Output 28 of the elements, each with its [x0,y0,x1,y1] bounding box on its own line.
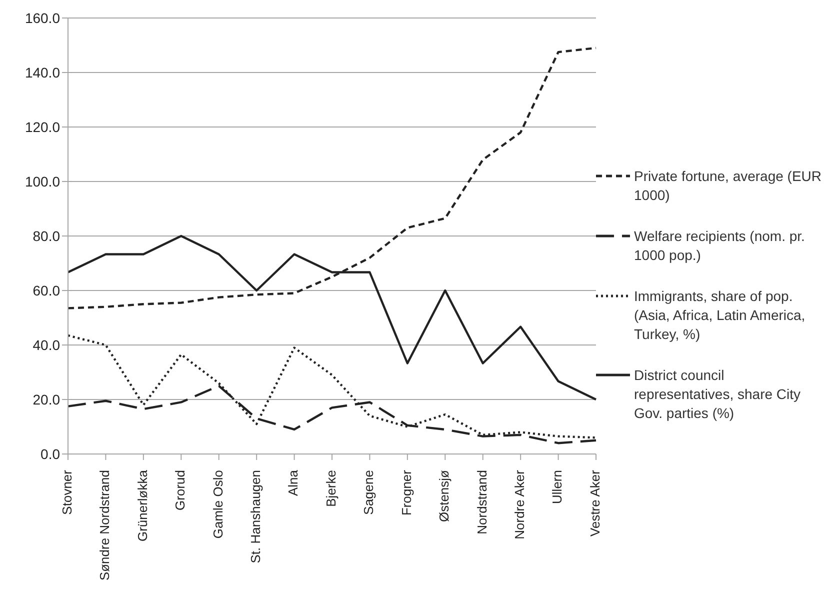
x-tick-label: Søndre Nordstrand [97,470,112,581]
y-tick-label: 40.0 [32,336,60,353]
y-tick-label: 20.0 [32,391,60,408]
x-tick-label: Nordre Aker [512,469,528,540]
x-tick-label: Bjerke [323,470,338,507]
x-tick-label: Sagene [361,470,376,515]
x-tick-label: Vestre Aker [587,469,602,536]
x-tick-label: Ullern [550,470,565,504]
y-tick-label: 140.0 [24,64,60,80]
x-tick-label: St. Hanshaugen [248,470,264,564]
legend-label: District council representatives, share City Gov. parties (%) [634,366,802,423]
legend-label: Welfare recipients (nom. pr. 1000 pop.) [634,227,806,265]
x-tick-label: Nordstrand [474,470,490,534]
x-tick-label: Frogner [398,469,414,516]
x-tick-label: Grorud [172,470,188,510]
legend-label: Private fortune, average (EUR 1000) [634,167,823,205]
x-tick-label: Grünerløkka [134,469,150,542]
x-tick-label: Stovner [59,469,74,515]
x-tick-label: Alna [286,469,301,496]
y-tick-label: 120.0 [24,118,60,135]
legend-label: Immigrants, share of pop. (Asia, Africa, Latin America, Turkey, %) [634,287,806,344]
y-tick-label: 80.0 [32,228,60,244]
y-tick-label: 60.0 [32,282,60,298]
y-tick-label: 160.0 [24,10,60,26]
x-tick-label: Østensjø [436,470,452,522]
x-tick-label: Gamle Oslo [210,470,226,539]
y-tick-label: 100.0 [24,173,60,190]
y-tick-label: 0.0 [40,446,60,462]
